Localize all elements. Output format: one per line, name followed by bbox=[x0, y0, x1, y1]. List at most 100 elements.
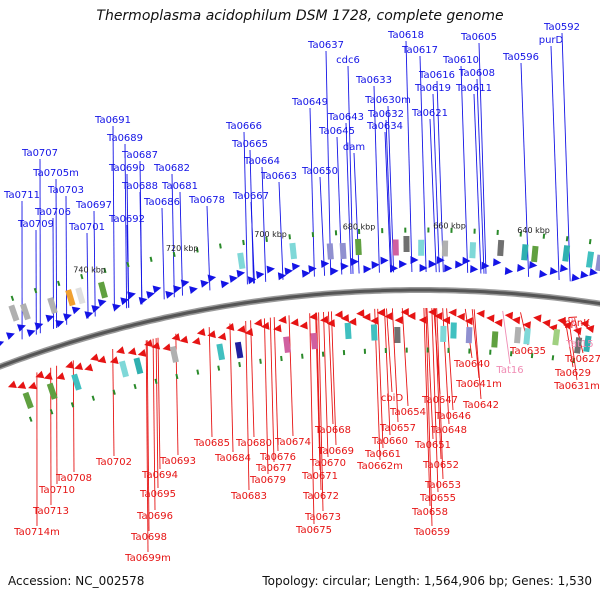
forward-gene-arrow bbox=[236, 269, 246, 278]
label-leader-line bbox=[171, 173, 175, 298]
forward-gene-arrow bbox=[277, 272, 287, 281]
gene-label: Ta0686 bbox=[143, 197, 180, 208]
position-tick bbox=[321, 351, 325, 357]
forward-gene-arrow bbox=[410, 256, 419, 265]
label-leader-line bbox=[574, 318, 584, 354]
forward-gene-arrow bbox=[390, 264, 399, 273]
reverse-gene-arrow bbox=[334, 310, 343, 319]
label-leader-line bbox=[323, 311, 329, 458]
label-leader-line bbox=[55, 178, 58, 329]
position-tick bbox=[126, 261, 130, 268]
reverse-gene-arrow bbox=[273, 324, 282, 333]
label-leader-line bbox=[345, 122, 352, 275]
label-leader-line bbox=[405, 40, 413, 273]
gene-label: Ta0665 bbox=[231, 139, 268, 150]
label-leader-line bbox=[473, 93, 482, 274]
label-leader-line bbox=[429, 118, 437, 273]
label-leader-line bbox=[139, 191, 143, 305]
gene-label: Ta0629 bbox=[554, 368, 591, 379]
position-tick bbox=[133, 383, 137, 390]
position-tick bbox=[450, 227, 453, 233]
gene-label: Ta0641m bbox=[455, 379, 502, 390]
forward-gene-arrow bbox=[207, 274, 217, 283]
forward-gene-arrow bbox=[380, 256, 389, 265]
label-leader-line bbox=[432, 93, 440, 273]
gene-label: Ta0645 bbox=[318, 126, 355, 137]
gene-label: Ta0696 bbox=[136, 511, 173, 522]
reverse-gene-arrow bbox=[90, 353, 99, 362]
position-tick bbox=[473, 228, 476, 234]
position-tick bbox=[28, 416, 33, 422]
reverse-gene-arrow bbox=[261, 321, 270, 330]
label-leader-line bbox=[473, 309, 482, 400]
kbp-tick-label: 660 kbp bbox=[433, 221, 466, 230]
reverse-feature-block bbox=[574, 337, 583, 354]
label-leader-line bbox=[269, 317, 275, 463]
reverse-feature-block bbox=[394, 326, 401, 344]
label-leader-line bbox=[476, 78, 485, 274]
forward-feature-block bbox=[19, 303, 31, 321]
forward-gene-arrow bbox=[350, 257, 359, 266]
kbp-tick-label: 700 kbp bbox=[254, 230, 287, 239]
gene-label: Ta0685 bbox=[193, 438, 230, 449]
gene-label: Ta0617 bbox=[401, 45, 438, 56]
position-tick bbox=[542, 233, 546, 239]
reverse-gene-arrow bbox=[162, 343, 172, 352]
gene-label: cdc6 bbox=[336, 55, 360, 66]
forward-gene-arrow bbox=[26, 329, 36, 337]
forward-feature-block bbox=[326, 243, 334, 260]
gene-label: Ta0689 bbox=[106, 133, 143, 144]
position-tick bbox=[588, 238, 592, 245]
position-tick bbox=[172, 251, 176, 258]
forward-feature-block bbox=[65, 289, 76, 307]
gene-label: Ta0706 bbox=[34, 207, 71, 218]
forward-gene-arrow bbox=[340, 262, 349, 271]
gene-label: Ta0610 bbox=[442, 55, 479, 66]
label-leader-line bbox=[316, 312, 322, 491]
forward-gene-arrow bbox=[146, 291, 155, 299]
gene-label: Ta0703 bbox=[47, 185, 84, 196]
forward-gene-arrow bbox=[462, 256, 471, 265]
forward-gene-arrow bbox=[266, 265, 275, 274]
forward-gene-arrow bbox=[589, 267, 598, 276]
forward-gene-arrow bbox=[180, 279, 190, 288]
label-leader-line bbox=[250, 320, 255, 438]
forward-gene-arrow bbox=[127, 291, 136, 300]
forward-gene-arrow bbox=[91, 305, 101, 313]
gene-label: Ta0649 bbox=[291, 97, 328, 108]
reverse-gene-arrow bbox=[456, 312, 465, 321]
reverse-feature-block bbox=[22, 391, 34, 409]
reverse-gene-arrow bbox=[207, 330, 216, 339]
gene-label: Ta0655 bbox=[419, 493, 456, 504]
reverse-feature-block bbox=[514, 326, 522, 344]
forward-gene-arrow bbox=[17, 324, 26, 332]
genome-backbone bbox=[0, 287, 600, 370]
reverse-feature-block bbox=[169, 345, 179, 363]
label-leader-line bbox=[520, 62, 530, 277]
label-leader-line bbox=[112, 348, 115, 457]
reverse-gene-arrow bbox=[418, 316, 427, 325]
position-tick bbox=[427, 227, 430, 233]
position-tick bbox=[195, 247, 199, 253]
label-leader-line bbox=[309, 107, 315, 277]
reverse-gene-arrow bbox=[237, 325, 246, 334]
gene-label: Ta0698 bbox=[130, 532, 167, 543]
reverse-feature-block bbox=[283, 336, 291, 353]
forward-gene-arrow bbox=[363, 265, 372, 274]
label-leader-line bbox=[152, 338, 156, 511]
gene-label: Ta0693 bbox=[159, 456, 196, 467]
gene-label: Ta0652 bbox=[422, 460, 459, 471]
gene-label: Ta0664 bbox=[243, 156, 280, 167]
position-tick bbox=[70, 402, 75, 408]
position-tick bbox=[196, 369, 200, 375]
gene-label: Ta0619 bbox=[414, 83, 451, 94]
gene-label: Ta0643 bbox=[327, 112, 364, 123]
label-leader-line bbox=[325, 50, 332, 276]
forward-gene-arrow bbox=[529, 260, 538, 269]
label-leader-line bbox=[471, 309, 480, 379]
map-title: Thermoplasma acidophilum DSM 1728, compl… bbox=[96, 8, 504, 24]
forward-gene-arrow bbox=[152, 285, 162, 294]
label-leader-line bbox=[273, 317, 279, 452]
reverse-gene-arrow bbox=[290, 318, 299, 327]
label-leader-line bbox=[401, 308, 409, 407]
